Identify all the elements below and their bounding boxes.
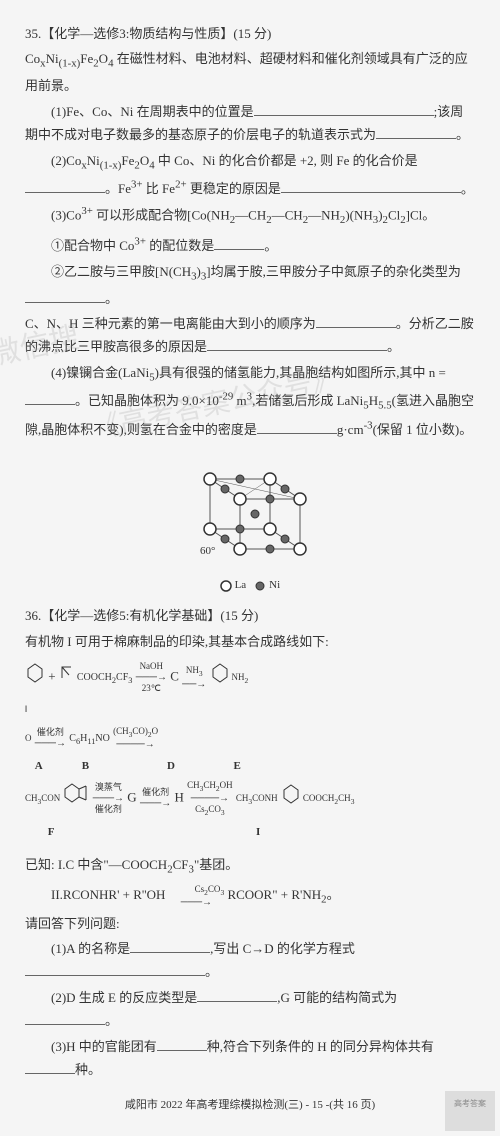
blank [254,101,434,116]
blank [25,1059,75,1074]
struct-A [25,661,45,694]
legend-ni: Ni [269,579,280,591]
crystal-diagram: 60° La Ni [25,449,475,596]
blank [316,313,396,328]
q35-p1: (1)Fe、Co、Ni 在周期表中的位置是;该周期中不成对电子数最多的基态原子的… [25,100,475,147]
struct-B [59,663,77,692]
blank [376,124,456,139]
arrow-1: NaOH───→23℃ [136,661,167,694]
struct-F [64,781,90,816]
blank [25,390,75,405]
legend-la: La [235,579,247,591]
q35-p2: (2)CoxNi(1-x)Fe2O4 中 Co、Ni 的化合价都是 +2, 则 … [25,149,475,201]
q36-prompt: 请回答下列问题: [25,912,475,935]
blank [130,938,210,953]
blank [214,235,264,250]
blank [25,961,205,976]
q36-title: 36.【化学—选修5:有机化学基础】(15 分) [25,604,475,627]
arrow-3: 催化剂───→ [35,727,66,749]
corner-watermark: 高考答案 [445,1091,495,1131]
page-footer: 咸阳市 2022 年高考理综模拟检测(三) - 15 -(共 16 页) [25,1096,475,1116]
arrow-6: 催化剂───→ [140,787,171,809]
blank [257,419,337,434]
q35-title-text: 35.【化学—选修3:物质结构与性质】(15 分) [25,26,271,41]
q35-p3-1: ①配合物中 Co3+ 的配位数是。 [25,233,475,258]
struct-D [210,661,232,694]
blank [25,1010,105,1025]
q36-q3: (3)H 中的官能团有种,符合下列条件的 H 的同分异构体共有种。 [25,1035,475,1082]
struct-I [281,782,303,815]
arrow-2: NH3──→ [182,665,206,689]
q35-title: 35.【化学—选修3:物质结构与性质】(15 分) [25,22,475,45]
q36-known1: 已知: I.C 中含"—COOCH2CF3"基团。 [25,853,475,880]
q36-intro: 有机物 I 可用于棉麻制品的印染,其基本合成路线如下: [25,630,475,653]
q35-p3-2b: C、N、H 三种元素的第一电离能由大到小的顺序为。分析乙二胺的沸点比三甲胺高很多… [25,312,475,359]
blank [281,178,461,193]
q35-intro: CoxNi(1-x)Fe2O4 在磁性材料、电池材料、超硬材料和催化剂领域具有广… [25,47,475,97]
q35-p3: (3)Co3+ 可以形成配合物[Co(NH2—CH2—CH2—NH2)(NH3)… [25,202,475,230]
blank [25,288,105,303]
q36-q1: (1)A 的名称是,写出 C→D 的化学方程式。 [25,937,475,984]
blank [25,178,105,193]
q36-known2: II.RCONHR' + R''OH Cs2CO3───→ RCOOR" + R… [25,883,475,910]
blank [157,1036,207,1051]
reaction-flow: + COOCH2CF3 NaOH───→23℃ C NH3──→ NH2‖O 催… [25,661,475,845]
blank [207,336,387,351]
q36-q2: (2)D 生成 E 的反应类型是,G 可能的结构简式为。 [25,986,475,1033]
q35-p4: (4)镍镧合金(LaNi5)具有很强的储氢能力,其晶胞结构如图所示,其中 n =… [25,361,475,441]
blank [197,987,277,1002]
arrow-7: CH3CH2OH────→Cs2CO3 [187,780,233,817]
arrow-4: (CH3CO)2O────→ [113,726,158,750]
q35-p3-2a: ②乙二胺与三甲胺[N(CH3)3]均属于胺,三甲胺分子中氮原子的杂化类型为。 [25,260,475,310]
arrow-5: 溴蒸气───→催化剂 [93,782,124,815]
svg-text:60°: 60° [200,545,215,557]
